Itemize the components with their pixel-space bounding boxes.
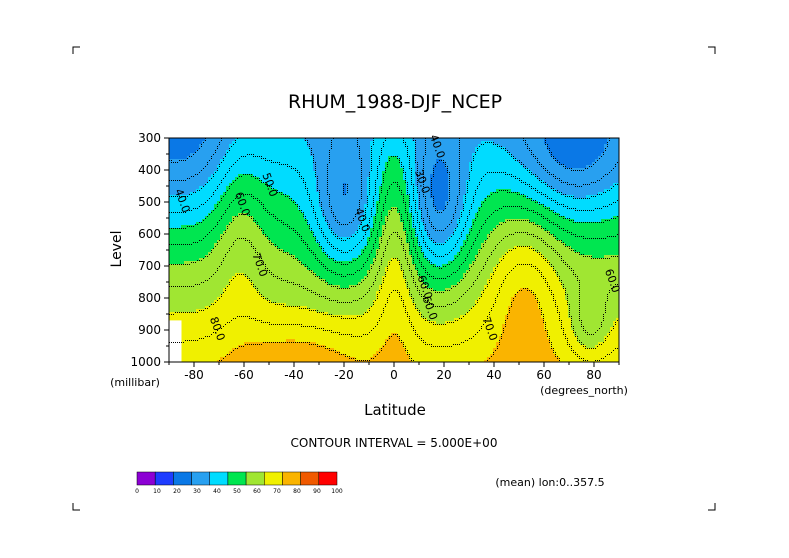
chart-title: RHUM_1988-DJF_NCEP <box>288 91 502 113</box>
x-tick-label: -40 <box>284 368 304 382</box>
contour-lines <box>169 138 618 361</box>
colorbar-swatch <box>264 471 283 486</box>
colorbar-swatch <box>318 471 338 486</box>
x-tick-label: 0 <box>390 368 398 382</box>
colorbar-swatch <box>300 471 320 486</box>
colorbar-label: 50 <box>233 488 241 495</box>
x-tick-label: 20 <box>436 368 451 382</box>
missing-data-region <box>169 320 182 362</box>
colorbar-label: 10 <box>153 488 161 495</box>
crop-mark-bottom-left <box>72 503 80 511</box>
colorbar-label: 60 <box>253 488 261 495</box>
plot-area: 40.050.060.070.080.040.040.030.060.060.0… <box>168 133 623 363</box>
colorbar-swatch <box>191 471 210 486</box>
x-axis-label: Latitude <box>364 401 426 419</box>
x-tick-label: -60 <box>234 368 254 382</box>
colorbar-label: 100 <box>331 488 343 495</box>
x-axis-units: (degrees_north) <box>540 384 628 397</box>
x-tick-label: -20 <box>334 368 354 382</box>
colorbar-label: 20 <box>173 488 181 495</box>
colorbar-swatch <box>245 471 265 486</box>
x-tick-label: 40 <box>486 368 501 382</box>
colorbar-label: 0 <box>135 488 139 495</box>
colorbar-label: 40 <box>213 488 221 495</box>
y-tick-label: 800 <box>138 291 161 305</box>
y-axis-label: Level <box>109 231 125 268</box>
y-tick-label: 500 <box>138 195 161 209</box>
humidity-field <box>169 138 619 362</box>
mean-longitude-note: (mean) lon:0..357.5 <box>495 476 604 489</box>
y-axis: 300 400 500 600 700 800 900 1000 <box>130 131 169 369</box>
y-tick-label: 700 <box>138 259 161 273</box>
colorbar-swatch <box>227 471 247 486</box>
x-axis: -80 -60 -40 -20 0 20 40 60 80 <box>168 362 620 382</box>
crop-mark-top-right <box>708 46 716 54</box>
colorbar: 0 10 20 30 40 50 60 70 80 90 100 <box>135 471 343 495</box>
crop-mark-top-left <box>72 46 80 54</box>
y-tick-label: 900 <box>138 323 161 337</box>
x-tick-label: -80 <box>184 368 204 382</box>
x-tick-label: 60 <box>536 368 551 382</box>
y-tick-label: 400 <box>138 163 161 177</box>
colorbar-swatch <box>173 471 192 486</box>
colorbar-label: 70 <box>273 488 281 495</box>
x-tick-label: 80 <box>586 368 601 382</box>
crop-mark-bottom-right <box>708 503 716 511</box>
y-axis-units: (millibar) <box>110 376 160 389</box>
colorbar-label: 90 <box>313 488 321 495</box>
colorbar-swatch <box>154 471 174 486</box>
y-tick-label: 300 <box>138 131 161 145</box>
colorbar-swatch <box>136 471 156 486</box>
contour-interval-note: CONTOUR INTERVAL = 5.000E+00 <box>291 436 498 450</box>
colorbar-swatch <box>209 471 229 486</box>
y-tick-label: 600 <box>138 227 161 241</box>
colorbar-label: 30 <box>193 488 201 495</box>
y-tick-label: 1000 <box>130 355 161 369</box>
crop-marks <box>72 46 716 511</box>
colorbar-label: 80 <box>293 488 301 495</box>
colorbar-swatch <box>282 471 301 486</box>
